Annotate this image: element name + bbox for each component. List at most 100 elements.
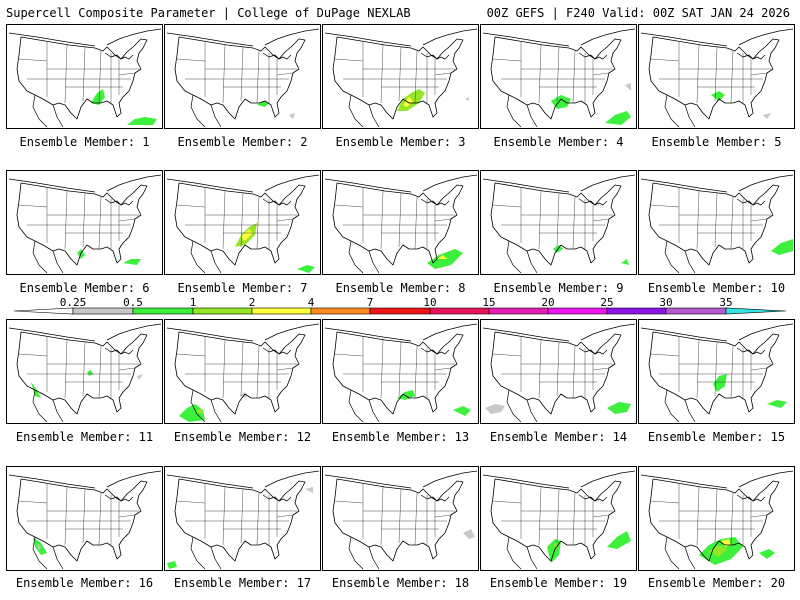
canada-coastline	[324, 28, 478, 47]
model-valid-time: 00Z GEFS | F240 Valid: 00Z SAT JAN 24 20…	[486, 6, 790, 20]
ensemble-map-panel	[638, 319, 795, 424]
ensemble-member-label: Ensemble Member: 15	[647, 430, 786, 444]
colorbar-segment	[369, 307, 431, 315]
scp-shaded-area	[463, 529, 475, 539]
us-map	[482, 323, 636, 423]
scp-shaded-area	[137, 374, 143, 380]
mexico-coastline	[190, 94, 222, 128]
colorbar-segment	[665, 307, 727, 315]
scp-shaded-area	[465, 97, 469, 101]
canada-coastline	[324, 323, 478, 342]
colorbar-segment	[606, 307, 667, 315]
state-borders	[176, 484, 297, 546]
country-outline	[648, 478, 780, 562]
country-outline	[174, 478, 306, 562]
state-borders	[334, 337, 455, 399]
great-lakes	[262, 494, 292, 502]
ensemble-member-label: Ensemble Member: 16	[15, 576, 154, 590]
great-lakes	[736, 198, 766, 206]
colorbar-segment	[310, 307, 371, 315]
scp-shaded-area	[605, 111, 631, 125]
colorbar-tick-label: 10	[423, 296, 436, 309]
mexico-coastline	[32, 94, 64, 128]
ensemble-map-panel	[480, 466, 637, 571]
us-map	[166, 470, 320, 570]
us-map	[640, 323, 794, 423]
colorbar-tick-label: 25	[600, 296, 613, 309]
ensemble-map-panel	[164, 24, 321, 129]
canada-coastline	[8, 174, 162, 193]
great-lakes	[578, 52, 608, 60]
ensemble-map-panel	[322, 319, 479, 424]
ensemble-member-label: Ensemble Member: 2	[177, 135, 308, 149]
country-outline	[16, 182, 148, 266]
colorbar-segment	[429, 307, 490, 315]
scp-shaded-area	[297, 265, 315, 273]
state-borders	[334, 42, 455, 104]
great-lakes	[420, 494, 450, 502]
ensemble-map-panel	[480, 24, 637, 129]
us-map	[324, 174, 478, 274]
scp-shaded-area	[625, 83, 631, 91]
great-lakes	[736, 494, 766, 502]
scp-shaded-area	[179, 404, 205, 422]
scp-shaded-area	[167, 561, 177, 569]
state-borders	[18, 484, 139, 546]
great-lakes	[262, 347, 292, 355]
state-borders	[650, 188, 771, 250]
mexico-coastline	[190, 536, 222, 570]
us-map	[640, 470, 794, 570]
scp-shaded-area	[711, 91, 725, 101]
country-outline	[332, 478, 464, 562]
ensemble-member-label: Ensemble Member: 3	[335, 135, 466, 149]
scp-shaded-area	[437, 255, 447, 259]
ensemble-member-label: Ensemble Member: 8	[335, 281, 466, 295]
colorbar-tick-label: 2	[249, 296, 256, 309]
colorbar-tick-label: 30	[659, 296, 672, 309]
state-borders	[18, 188, 139, 250]
us-map	[324, 323, 478, 423]
ensemble-map-panel	[322, 170, 479, 275]
state-borders	[650, 337, 771, 399]
scp-shaded-area	[759, 549, 775, 559]
mexico-coastline	[32, 389, 64, 423]
mexico-coastline	[32, 240, 64, 274]
mexico-coastline	[190, 240, 222, 274]
mexico-coastline	[32, 536, 64, 570]
ensemble-member-label: Ensemble Member: 9	[493, 281, 624, 295]
country-outline	[490, 36, 622, 120]
canada-coastline	[8, 28, 162, 47]
us-map	[482, 28, 636, 128]
mexico-coastline	[506, 389, 538, 423]
ensemble-member-label: Ensemble Member: 14	[489, 430, 628, 444]
scp-shaded-area	[607, 531, 631, 549]
colorbar-tick-label: 20	[541, 296, 554, 309]
mexico-coastline	[506, 536, 538, 570]
great-lakes	[578, 494, 608, 502]
country-outline	[16, 36, 148, 120]
ensemble-map-panel	[6, 466, 163, 571]
mexico-coastline	[506, 94, 538, 128]
scp-shaded-area	[91, 89, 105, 105]
scp-shaded-area	[767, 400, 787, 408]
scp-shaded-area	[239, 392, 247, 398]
ensemble-map-panel	[638, 24, 795, 129]
state-borders	[492, 484, 613, 546]
country-outline	[332, 331, 464, 415]
country-outline	[648, 36, 780, 120]
us-map	[8, 174, 162, 274]
ensemble-member-label: Ensemble Member: 18	[331, 576, 470, 590]
state-borders	[176, 188, 297, 250]
colorbar-segment	[725, 307, 787, 315]
great-lakes	[736, 347, 766, 355]
state-borders	[650, 484, 771, 546]
ensemble-map-panel	[164, 319, 321, 424]
scp-shaded-area	[607, 402, 631, 414]
us-map	[482, 174, 636, 274]
us-map	[482, 470, 636, 570]
scp-shaded-area	[397, 390, 415, 400]
ensemble-map-panel	[6, 24, 163, 129]
us-map	[324, 470, 478, 570]
ensemble-member-label: Ensemble Member: 4	[493, 135, 624, 149]
scp-shaded-area	[123, 259, 141, 265]
